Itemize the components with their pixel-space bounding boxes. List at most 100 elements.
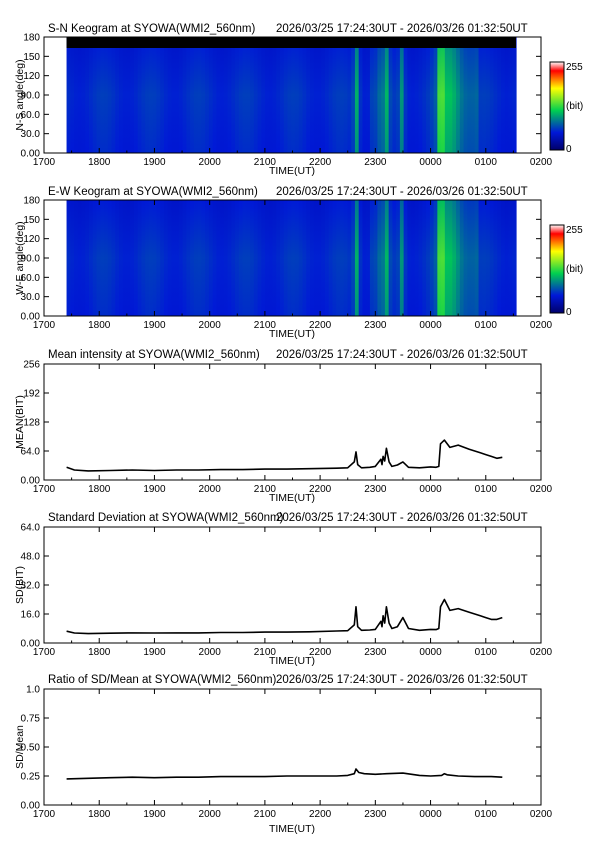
sn-keogram-column xyxy=(403,37,408,153)
ew-keogram-column xyxy=(493,200,498,316)
ew-keogram-xtick-label: 2000 xyxy=(199,320,222,331)
sn-keogram-column xyxy=(508,37,513,153)
ew-keogram-column xyxy=(253,200,259,316)
ew-keogram-title: E-W Keogram at SYOWA(WMI2_560nm) xyxy=(48,186,258,198)
ew-keogram-column xyxy=(250,200,255,316)
ew-keogram-column xyxy=(238,200,244,316)
ew-keogram-column xyxy=(171,200,176,316)
ew-keogram-column xyxy=(287,200,292,316)
sn-keogram-column xyxy=(250,37,255,153)
ew-keogram-column xyxy=(130,200,135,316)
sn-keogram-column xyxy=(478,37,483,153)
ew-keogram-column xyxy=(306,200,311,316)
sn-keogram-column xyxy=(111,37,116,153)
std-dev-xtick-label: 1900 xyxy=(143,647,166,658)
ew-keogram-colorbar-label: 255 xyxy=(566,225,583,236)
sn-keogram-column xyxy=(471,37,476,153)
sd-mean-ratio-xtick-label: 2100 xyxy=(254,809,277,820)
ew-keogram-column xyxy=(489,200,495,316)
ew-keogram-column xyxy=(414,200,420,316)
ew-keogram-column xyxy=(92,200,98,316)
ew-keogram-column xyxy=(118,200,124,316)
ew-keogram-ytick-label: 90.0 xyxy=(21,254,41,265)
sn-keogram-column xyxy=(238,37,244,153)
sn-keogram-column xyxy=(291,37,296,153)
sn-keogram-column xyxy=(201,37,206,153)
ew-keogram-column xyxy=(351,200,356,316)
ew-keogram-column xyxy=(148,200,154,316)
ew-keogram-column xyxy=(141,200,146,316)
ew-keogram-column xyxy=(321,200,326,316)
ew-keogram-column xyxy=(115,200,120,316)
ew-keogram-column xyxy=(369,200,375,316)
mean-intensity-time-range: 2026/03/25 17:24:30UT - 2026/03/26 01:32… xyxy=(276,349,528,361)
sn-keogram-column xyxy=(96,37,101,153)
sn-keogram-colorbar-label: 0 xyxy=(566,144,572,155)
sd-mean-ratio-frame xyxy=(43,688,542,806)
sn-keogram-column xyxy=(441,37,446,153)
ew-keogram-column xyxy=(89,200,94,316)
ew-keogram-column xyxy=(347,200,352,316)
ew-keogram-column xyxy=(313,200,319,316)
sd-mean-ratio-xtick-label: 1900 xyxy=(143,809,166,820)
sn-keogram-column xyxy=(100,37,105,153)
std-dev-xtick-label: 2000 xyxy=(199,647,222,658)
sd-mean-ratio-xtick-label: 1700 xyxy=(33,809,56,820)
sn-keogram-column xyxy=(152,37,158,153)
ew-keogram-column xyxy=(193,200,199,316)
ew-keogram-xtick-label: 2200 xyxy=(309,320,332,331)
sn-keogram-xlabel: TIME(UT) xyxy=(269,165,315,177)
ew-keogram-column xyxy=(418,200,423,316)
ew-keogram-column xyxy=(392,200,397,316)
sn-keogram-column xyxy=(459,37,465,153)
ew-keogram-column xyxy=(471,200,476,316)
std-dev-ytick-label: 32.0 xyxy=(21,581,41,592)
ew-keogram-column xyxy=(216,200,221,316)
mean-intensity-panel: Mean intensity at SYOWA(WMI2_560nm) 2026… xyxy=(14,349,553,504)
sn-keogram-column xyxy=(407,37,412,153)
sn-keogram-column xyxy=(377,37,382,153)
sn-keogram-xtick-label: 1700 xyxy=(33,157,56,168)
sn-keogram-column xyxy=(141,37,146,153)
ew-keogram-column xyxy=(429,200,435,316)
std-dev-frame xyxy=(43,526,542,644)
sn-keogram-ytick-label: 150 xyxy=(23,52,40,63)
sn-keogram-column xyxy=(89,37,94,153)
sn-keogram-column xyxy=(104,37,109,153)
ew-keogram-column xyxy=(486,200,491,316)
ew-keogram-column xyxy=(407,200,412,316)
ew-keogram-ytick-label: 30.0 xyxy=(21,292,41,303)
sn-keogram-xtick-label: 2100 xyxy=(254,157,277,168)
ew-keogram-column xyxy=(298,200,304,316)
sn-keogram-column xyxy=(160,37,165,153)
ew-keogram-column xyxy=(81,200,86,316)
ew-keogram-column xyxy=(452,200,457,316)
ew-keogram-ytick-label: 0.00 xyxy=(21,312,41,323)
ew-keogram-column xyxy=(381,200,386,316)
ew-keogram-column xyxy=(422,200,427,316)
sn-keogram-column xyxy=(193,37,199,153)
ew-keogram-column xyxy=(208,200,214,316)
sn-keogram-column xyxy=(190,37,195,153)
sn-keogram-column xyxy=(411,37,416,153)
ew-keogram-colorbar: 255 (bit) 0 xyxy=(549,224,583,318)
ew-keogram-ytick-label: 180 xyxy=(23,196,40,207)
ew-keogram-column xyxy=(497,200,502,316)
mean-intensity-xtick-label: 2100 xyxy=(254,484,277,495)
ew-keogram-column xyxy=(463,200,468,316)
ew-keogram-column xyxy=(317,200,322,316)
ew-keogram-xtick-label: 2300 xyxy=(364,320,387,331)
sn-keogram-column xyxy=(351,37,356,153)
sn-keogram-column xyxy=(126,37,131,153)
ew-keogram-xtick-label: 2100 xyxy=(254,320,277,331)
ew-keogram-column xyxy=(373,200,379,316)
ew-keogram-column xyxy=(205,200,210,316)
sn-keogram-column xyxy=(122,37,128,153)
sn-keogram-column xyxy=(133,37,139,153)
ew-keogram-column xyxy=(437,200,442,316)
mean-intensity-xtick-label: 2000 xyxy=(199,484,222,495)
sn-keogram-column xyxy=(512,37,517,153)
sn-keogram-colorbar-label: (bit) xyxy=(566,101,583,112)
sn-keogram-column xyxy=(253,37,259,153)
sd-mean-ratio-title: Ratio of SD/Mean at SYOWA(WMI2_560nm) xyxy=(48,674,277,686)
